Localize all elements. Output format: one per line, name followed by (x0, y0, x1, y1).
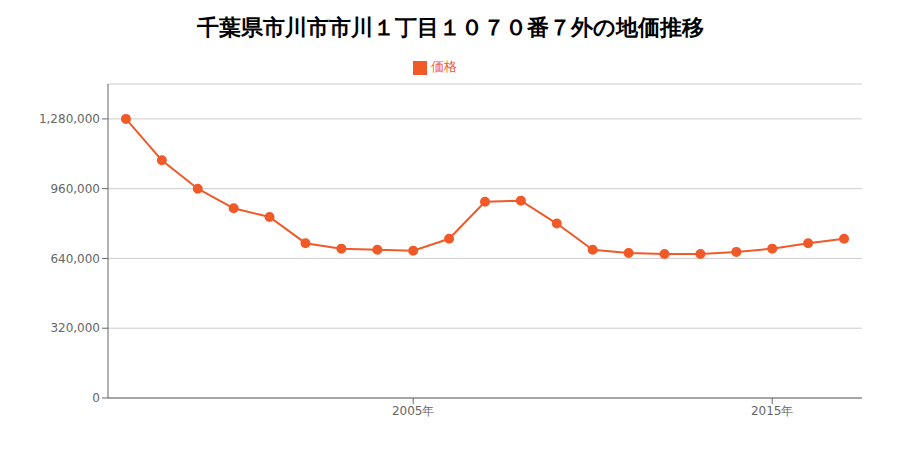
svg-text:960,000: 960,000 (50, 182, 100, 196)
html-text:価格: 価格 (431, 59, 457, 74)
svg-text:1,280,000: 1,280,000 (39, 112, 100, 126)
svg-text:0: 0 (92, 391, 100, 405)
html-text:千葉県市川市市川１丁目１０７０番７外の地価推移: 千葉県市川市市川１丁目１０７０番７外の地価推移 (196, 15, 704, 40)
svg-text:2005年: 2005年 (392, 404, 435, 418)
svg-text:2015年: 2015年 (751, 404, 794, 418)
svg-text:640,000: 640,000 (50, 252, 100, 266)
svg-text:320,000: 320,000 (50, 321, 100, 335)
